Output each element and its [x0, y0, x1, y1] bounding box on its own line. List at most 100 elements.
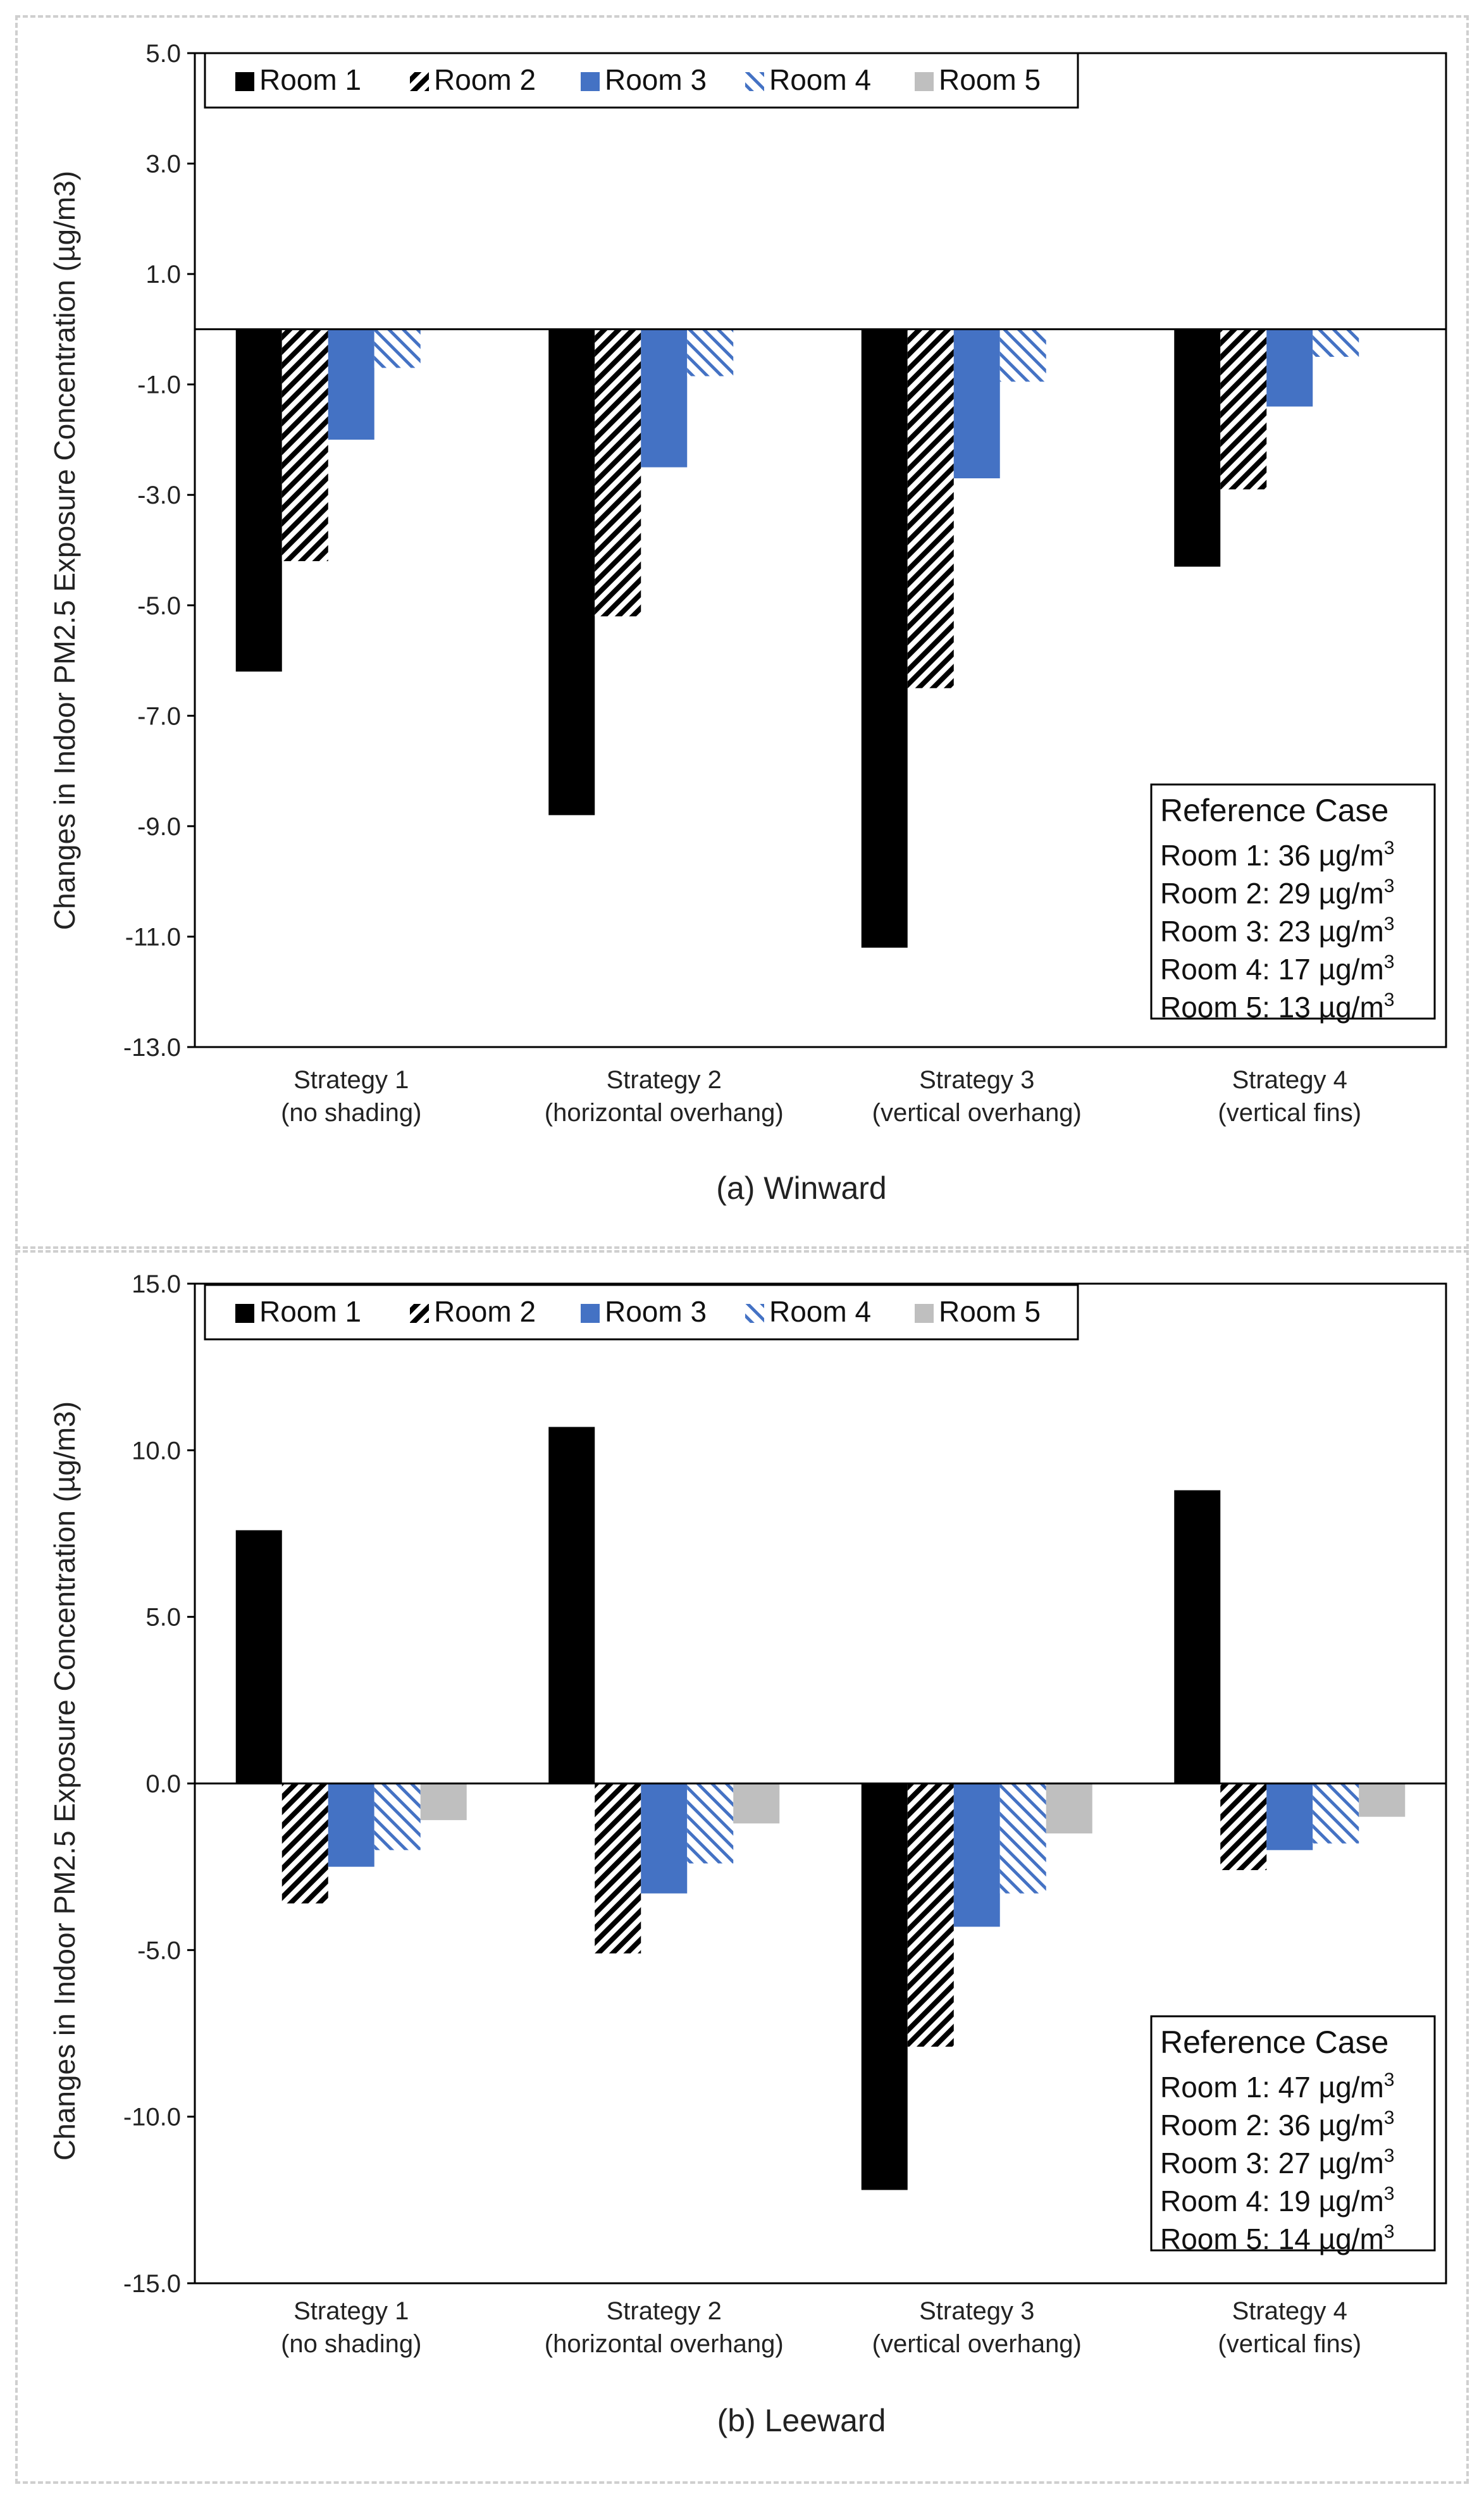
chart-title: (b) Leeward: [717, 2403, 886, 2438]
bar-room-3-strategy-4: [1266, 1783, 1313, 1851]
bar-room-2-strategy-4: [1220, 329, 1267, 490]
x-category-label: Strategy 2: [607, 1066, 722, 1094]
reference-case-line: Room 2: 29 µg/m3: [1160, 876, 1394, 910]
bar-room-1-strategy-2: [548, 329, 595, 815]
legend-swatch-room-1: [235, 1304, 254, 1323]
reference-case-line: Room 1: 47 µg/m3: [1160, 2069, 1394, 2104]
bar-room-4-strategy-3: [999, 329, 1046, 382]
bar-room-2-strategy-2: [595, 329, 641, 617]
reference-case-value: Room 5: 14 µg/m: [1160, 2223, 1384, 2255]
x-category-sublabel: (no shading): [281, 1099, 421, 1127]
x-category-sublabel: (horizontal overhang): [545, 1099, 784, 1127]
reference-case-unit-superscript: 3: [1384, 2183, 1395, 2204]
x-category-label: Strategy 1: [294, 2297, 409, 2325]
bar-room-1-strategy-1: [235, 1530, 282, 1783]
reference-case-value: Room 3: 23 µg/m: [1160, 915, 1384, 948]
legend-swatch-room-5: [915, 1304, 934, 1323]
y-axis-label: Changes in Indoor PM2.5 Exposure Concent…: [48, 171, 81, 930]
bar-room-2-strategy-1: [281, 1783, 328, 1904]
bar-room-1-strategy-4: [1174, 1490, 1221, 1783]
legend-swatch-room-1: [235, 72, 254, 91]
x-category-sublabel: (vertical overhang): [872, 2330, 1082, 2358]
bar-room-2-strategy-2: [595, 1783, 641, 1954]
y-tick-label: -3.0: [137, 481, 181, 509]
reference-case-value: Room 1: 47 µg/m: [1160, 2071, 1384, 2104]
reference-case-value: Room 4: 19 µg/m: [1160, 2185, 1384, 2217]
bar-room-1-strategy-3: [861, 1783, 908, 2190]
reference-case-line: Room 5: 13 µg/m3: [1160, 989, 1394, 1024]
bar-room-4-strategy-2: [687, 1783, 734, 1864]
bar-room-1-strategy-2: [548, 1427, 595, 1783]
reference-case-line: Room 5: 14 µg/m3: [1160, 2221, 1394, 2255]
legend-label: Room 4: [769, 1295, 871, 1328]
bar-room-3-strategy-2: [641, 329, 688, 468]
legend-label: Room 5: [939, 1295, 1041, 1328]
reference-case-line: Room 2: 36 µg/m3: [1160, 2107, 1394, 2142]
legend-swatch-room-4: [745, 1304, 764, 1323]
bar-room-4-strategy-1: [374, 1783, 421, 1851]
reference-case-unit-superscript: 3: [1384, 2069, 1395, 2090]
legend-label: Room 3: [605, 63, 707, 96]
reference-case-box: [1150, 2015, 1436, 2252]
reference-case-line: Room 4: 19 µg/m3: [1160, 2183, 1394, 2217]
x-category-sublabel: (no shading): [281, 2330, 421, 2358]
y-tick-label: -9.0: [137, 813, 181, 841]
x-category-label: Strategy 2: [607, 2297, 722, 2325]
legend-swatch-room-4: [745, 72, 764, 91]
bar-room-4-strategy-4: [1313, 1783, 1359, 1844]
y-tick-label: -11.0: [125, 923, 181, 951]
legend-label: Room 2: [434, 63, 536, 96]
reference-case-line: Room 3: 23 µg/m3: [1160, 914, 1394, 948]
chart-panel-winward: [15, 15, 1469, 1249]
legend-swatch-room-2: [410, 1304, 429, 1323]
chart-leeward: 15.0 10.0 5.0 0.0 -5.0 -10.0 -15.0 Changes in I…: [48, 1270, 1447, 2438]
legend-label: Room 2: [434, 1295, 536, 1328]
reference-case-unit-superscript: 3: [1384, 952, 1395, 972]
reference-case-value: Room 1: 36 µg/m: [1160, 839, 1384, 872]
y-tick-label: 3.0: [145, 151, 181, 178]
legend-label: Room 3: [605, 1295, 707, 1328]
bar-room-3-strategy-1: [328, 329, 374, 440]
reference-case-line: Room 4: 17 µg/m3: [1160, 952, 1394, 986]
legend-label: Room 1: [259, 1295, 361, 1328]
bar-room-1-strategy-3: [861, 329, 908, 948]
y-tick-label: 15.0: [132, 1270, 181, 1298]
bar-room-2-strategy-3: [907, 329, 954, 688]
y-tick-label: -10.0: [123, 2104, 181, 2131]
bar-room-5-strategy-1: [420, 1783, 467, 1820]
legend-label: Room 5: [939, 63, 1041, 96]
legend-label: Room 4: [769, 63, 871, 96]
x-category-label: Strategy 3: [919, 2297, 1034, 2325]
bar-room-1-strategy-1: [235, 329, 282, 672]
y-tick-label: 5.0: [145, 40, 181, 68]
reference-case-unit-superscript: 3: [1384, 876, 1395, 896]
legend-swatch-room-3: [581, 1304, 600, 1323]
reference-case-value: Room 5: 13 µg/m: [1160, 991, 1384, 1024]
bar-room-3-strategy-3: [953, 329, 1000, 479]
reference-case-line: Room 3: 27 µg/m3: [1160, 2145, 1394, 2180]
y-tick-label: 5.0: [145, 1604, 181, 1632]
y-tick-label: -5.0: [137, 592, 181, 620]
bar-room-3-strategy-1: [328, 1783, 374, 1867]
y-axis-label: Changes in Indoor PM2.5 Exposure Concent…: [48, 1401, 81, 2161]
y-tick-label: -7.0: [137, 702, 181, 730]
y-tick-label: -13.0: [123, 1034, 181, 1062]
bar-room-5-strategy-4: [1359, 1783, 1406, 1817]
y-tick-label: -5.0: [137, 1937, 181, 1964]
reference-case-unit-superscript: 3: [1384, 914, 1395, 934]
reference-case-title: Reference Case: [1160, 2025, 1388, 2060]
bar-room-4-strategy-3: [999, 1783, 1046, 1894]
legend-swatch-room-3: [581, 72, 600, 91]
legend-swatch-room-5: [915, 72, 934, 91]
reference-case-line: Room 1: 36 µg/m3: [1160, 838, 1394, 872]
y-tick-label: -15.0: [123, 2270, 181, 2298]
x-category-sublabel: (horizontal overhang): [545, 2330, 784, 2358]
y-tick-label: 1.0: [145, 261, 181, 288]
reference-case-value: Room 3: 27 µg/m: [1160, 2147, 1384, 2180]
reference-case-title: Reference Case: [1160, 793, 1388, 828]
bar-room-2-strategy-1: [281, 329, 328, 561]
reference-case-box: [1150, 783, 1436, 1020]
bar-room-1-strategy-4: [1174, 329, 1221, 567]
x-category-label: Strategy 4: [1232, 1066, 1347, 1094]
bar-room-2-strategy-4: [1220, 1783, 1267, 1870]
